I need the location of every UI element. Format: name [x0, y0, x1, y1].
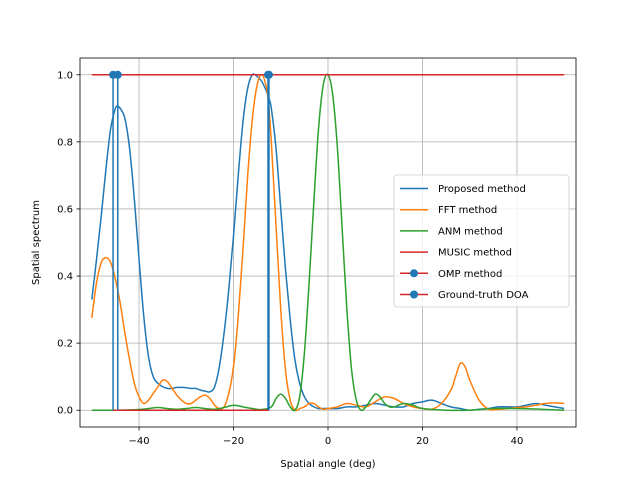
x-tick-label: 40: [511, 436, 524, 447]
legend: Proposed method FFT method ANM method MUSIC…: [393, 174, 570, 308]
y-tick-label: 0.8: [57, 137, 73, 148]
plot-lines: [91, 70, 565, 412]
legend-label-anm-method: ANM method: [438, 226, 503, 237]
y-tick-label: 0.4: [57, 272, 73, 283]
axis-ticks: −40 −20 0 20 40 0.0 0.2 0.4 0.6 0.8 1.0: [57, 70, 523, 447]
y-tick-label: 0.6: [57, 204, 73, 215]
ground-truth-doa-marker: [264, 70, 273, 79]
legend-label-omp-method: OMP method: [438, 269, 502, 280]
ground-truth-doa-marker: [113, 70, 122, 79]
y-tick-label: 1.0: [57, 70, 73, 81]
legend-label-music-method: MUSIC method: [438, 248, 512, 259]
y-axis-title: Spatial spectrum: [31, 200, 42, 285]
x-tick-label: −40: [128, 436, 149, 447]
y-tick-label: 0.0: [57, 406, 73, 417]
legend-label-ground-truth-doa: Ground-truth DOA: [438, 290, 529, 301]
legend-label-fft-method: FFT method: [438, 205, 497, 216]
x-tick-label: 0: [325, 436, 331, 447]
legend-label-proposed-method: Proposed method: [438, 184, 526, 195]
anm-method-line: [91, 73, 565, 412]
legend-marker-ground-truth-doa: [410, 290, 418, 299]
fft-method-line: [91, 73, 565, 412]
y-tick-label: 0.2: [57, 339, 73, 350]
x-axis-title: Spatial angle (deg): [280, 459, 375, 470]
legend-box: [393, 174, 570, 308]
x-tick-label: 20: [416, 436, 429, 447]
x-tick-label: −20: [223, 436, 244, 447]
legend-marker-omp-method: [410, 269, 418, 278]
